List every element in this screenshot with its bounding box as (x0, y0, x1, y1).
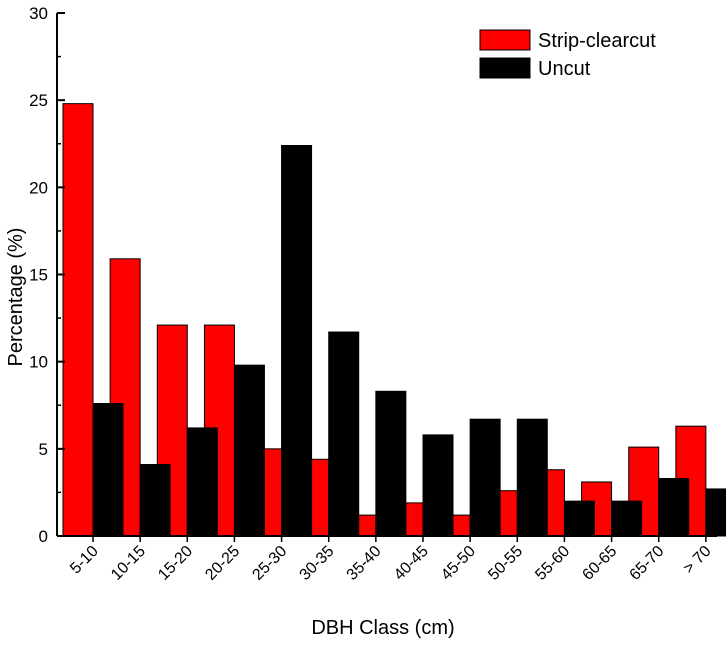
bars-group (62, 103, 726, 537)
x-tick-label: 60-65 (579, 543, 620, 584)
bar-uncut-9 (469, 418, 501, 537)
bar-uncut-7 (375, 390, 407, 537)
legend: Strip-clearcut Uncut (479, 29, 656, 80)
y-tick-label: 5 (39, 440, 48, 459)
x-tick-label: 35-40 (344, 543, 385, 584)
legend-swatch-strip-clearcut (479, 29, 531, 51)
x-tick-label: 50-55 (485, 543, 526, 584)
x-tick-label: 10-15 (108, 543, 149, 584)
y-axis-label: Percentage (%) (5, 228, 27, 367)
bar-uncut-5 (281, 144, 313, 537)
x-tick-label: 65-70 (627, 543, 668, 584)
y-tick-label: 15 (29, 266, 48, 285)
bar-uncut-2 (139, 464, 171, 537)
y-tick-label: 25 (29, 91, 48, 110)
bar-uncut-8 (422, 434, 454, 537)
x-tick-label: 20-25 (202, 543, 243, 584)
y-tick-label: 0 (39, 527, 48, 546)
bar-uncut-14 (705, 488, 726, 537)
bar-strip-clearcut-1 (62, 103, 94, 537)
bar-uncut-6 (328, 331, 360, 537)
x-tick-label: 40-45 (391, 543, 432, 584)
x-tick-label: ˃ 70 (680, 543, 714, 577)
bar-uncut-10 (516, 418, 548, 537)
x-tick-label: 15-20 (155, 543, 196, 584)
bar-uncut-1 (92, 403, 124, 537)
bar-uncut-3 (186, 427, 218, 537)
x-tick-label: 55-60 (532, 543, 573, 584)
y-tick-label: 10 (29, 353, 48, 372)
legend-label-strip-clearcut: Strip-clearcut (538, 30, 656, 52)
x-tick-label: 25-30 (249, 543, 290, 584)
bar-uncut-13 (658, 477, 690, 537)
x-tick-label: 5-10 (67, 543, 102, 578)
x-tick-label: 30-35 (297, 543, 338, 584)
bar-uncut-12 (611, 500, 643, 537)
bar-uncut-11 (563, 500, 595, 537)
y-tick-label: 30 (29, 4, 48, 23)
legend-swatch-uncut (479, 57, 531, 79)
legend-label-uncut: Uncut (538, 58, 591, 80)
x-tick-label: 45-50 (438, 543, 479, 584)
x-axis-label: DBH Class (cm) (311, 617, 454, 639)
y-tick-label: 20 (29, 178, 48, 197)
bar-uncut-4 (233, 364, 265, 537)
